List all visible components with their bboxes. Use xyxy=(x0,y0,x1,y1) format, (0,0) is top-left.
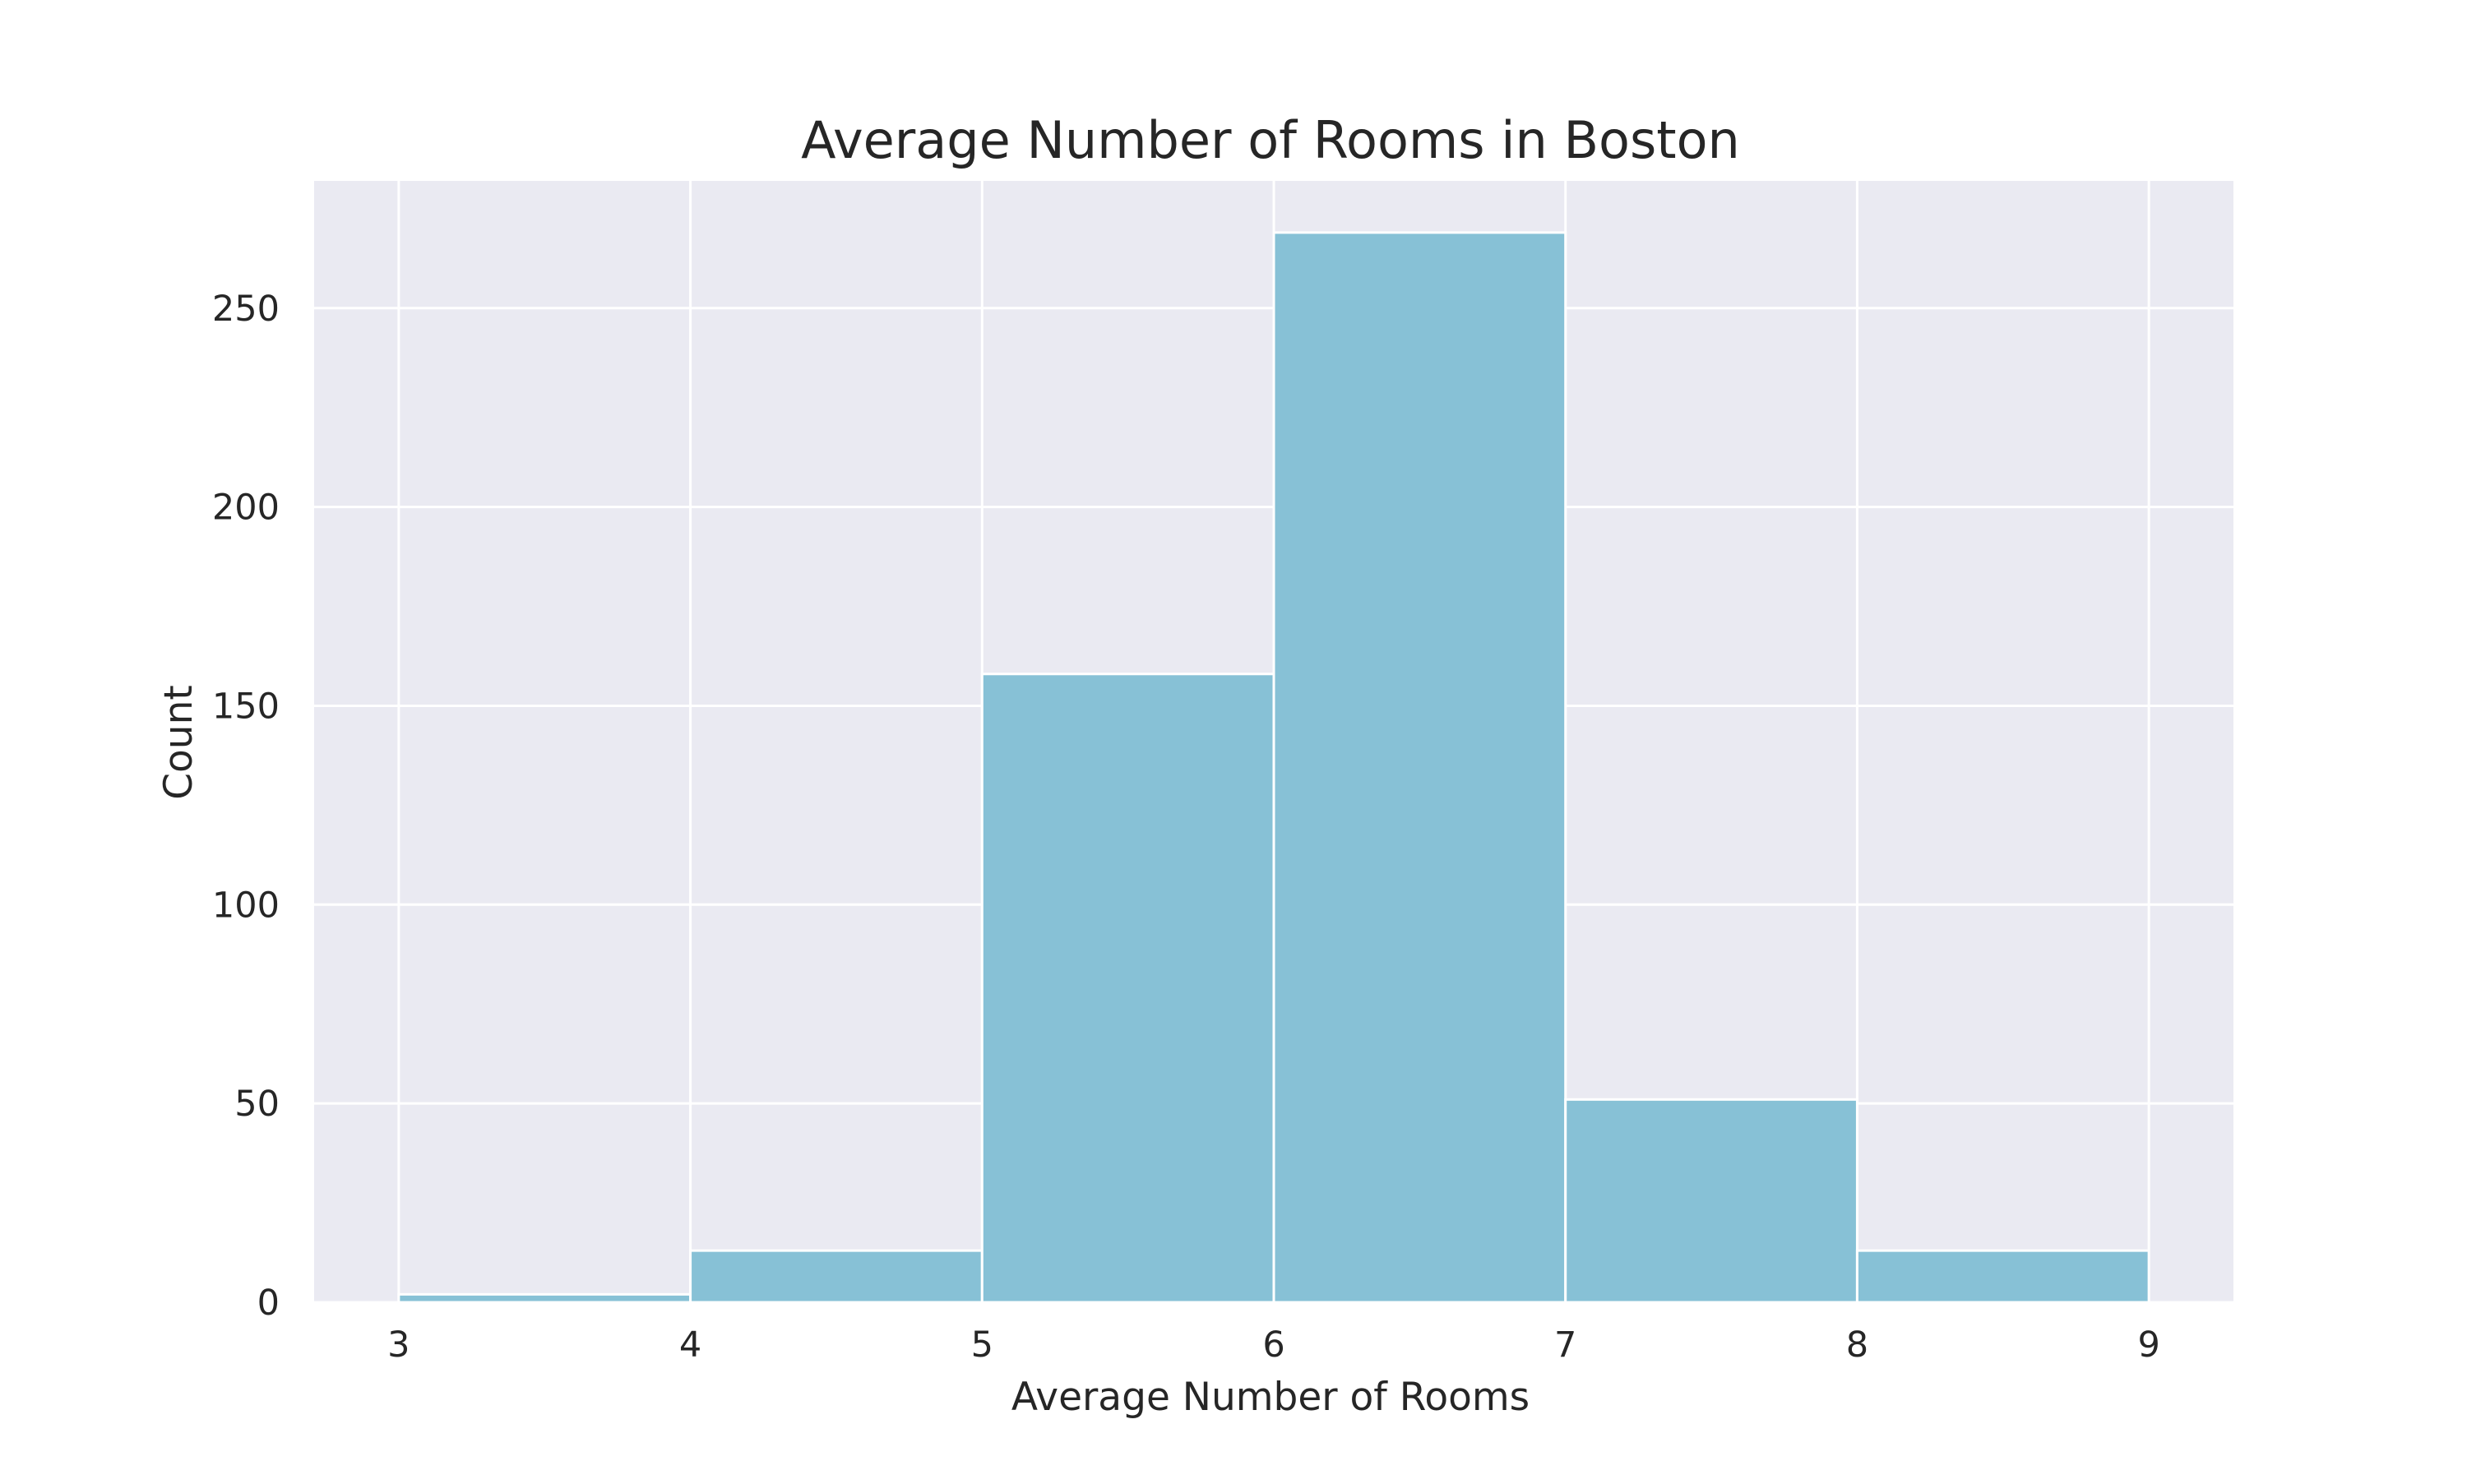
x-tick-label: 8 xyxy=(1846,1325,1868,1366)
x-tick-labels: 3 4 5 6 7 8 9 xyxy=(387,1325,2160,1366)
histogram-bar xyxy=(1855,1249,2150,1304)
y-tick-label: 0 xyxy=(257,1283,280,1324)
y-tick-label: 250 xyxy=(212,289,280,330)
histogram-bars xyxy=(397,231,2150,1304)
histogram-bar xyxy=(980,673,1275,1304)
x-tick-label: 4 xyxy=(679,1325,701,1366)
chart-title: Average Number of Rooms in Boston xyxy=(801,110,1740,170)
x-tick-label: 7 xyxy=(1554,1325,1576,1366)
x-axis-label: Average Number of Rooms xyxy=(1011,1375,1530,1420)
histogram-bar xyxy=(1564,1098,1858,1304)
y-tick-label: 100 xyxy=(212,885,280,926)
y-tick-label: 200 xyxy=(212,488,280,529)
histogram-bar xyxy=(397,1292,692,1304)
y-tick-label: 150 xyxy=(212,686,280,727)
y-tick-label: 50 xyxy=(234,1084,280,1125)
x-tick-label: 3 xyxy=(387,1325,410,1366)
x-tick-label: 6 xyxy=(1262,1325,1284,1366)
x-tick-label: 5 xyxy=(971,1325,993,1366)
y-tick-labels: 0 50 100 150 200 250 xyxy=(212,289,280,1324)
histogram-bar xyxy=(689,1249,984,1304)
x-tick-label: 9 xyxy=(2137,1325,2159,1366)
histogram-bar xyxy=(1272,231,1567,1304)
y-axis-label: Count xyxy=(156,685,201,800)
